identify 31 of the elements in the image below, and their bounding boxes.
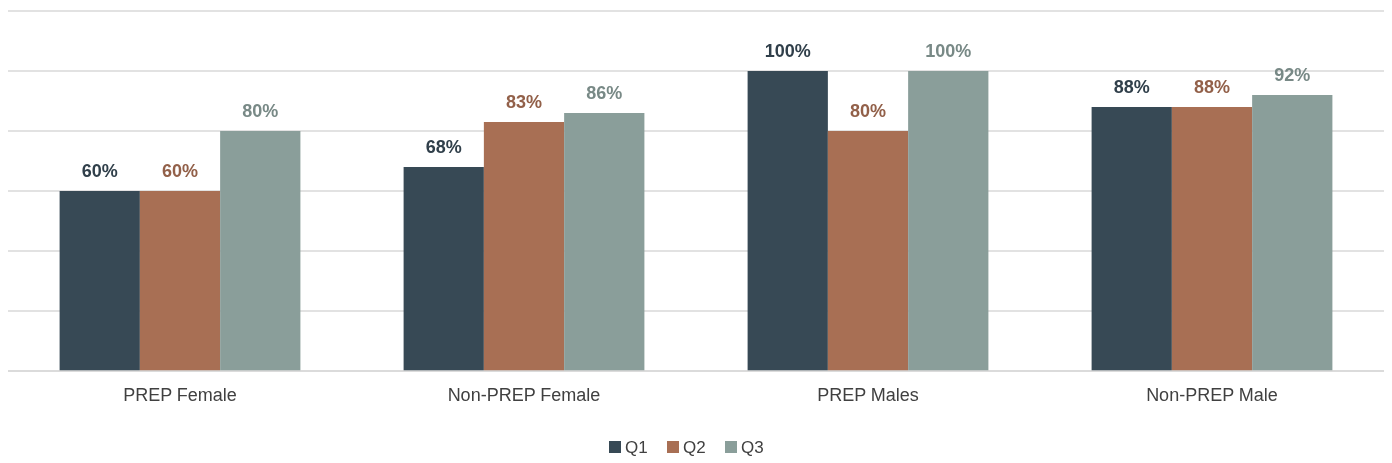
legend-label: Q2 [683,437,706,457]
x-tick-label: Non-PREP Female [447,385,601,405]
data-label: 86% [586,83,623,103]
bar [827,131,909,371]
data-label: 68% [425,137,462,157]
bar [564,113,645,371]
bar [908,71,989,371]
legend-label: Q3 [741,437,764,457]
bar [1171,107,1253,371]
bar [483,122,565,371]
data-label: 80% [242,101,279,121]
bar [139,191,221,371]
x-tick-label: Non-PREP Male [1146,385,1278,405]
data-label: 60% [81,161,118,181]
data-label: 100% [764,41,811,61]
bar [747,71,828,371]
data-label: 60% [161,161,199,181]
legend-label: Q1 [625,437,648,457]
bar [403,167,484,371]
bar [1091,107,1172,371]
x-tick-label: PREP Female [123,385,237,405]
data-label: 100% [925,41,972,61]
data-label: 80% [849,101,887,121]
bar [220,131,301,371]
data-label: 88% [1193,77,1231,97]
bar [59,191,140,371]
x-tick-label: PREP Males [817,385,919,405]
data-label: 83% [505,92,543,112]
data-label: 88% [1113,77,1150,97]
bar [1252,95,1333,371]
data-label: 92% [1274,65,1311,85]
